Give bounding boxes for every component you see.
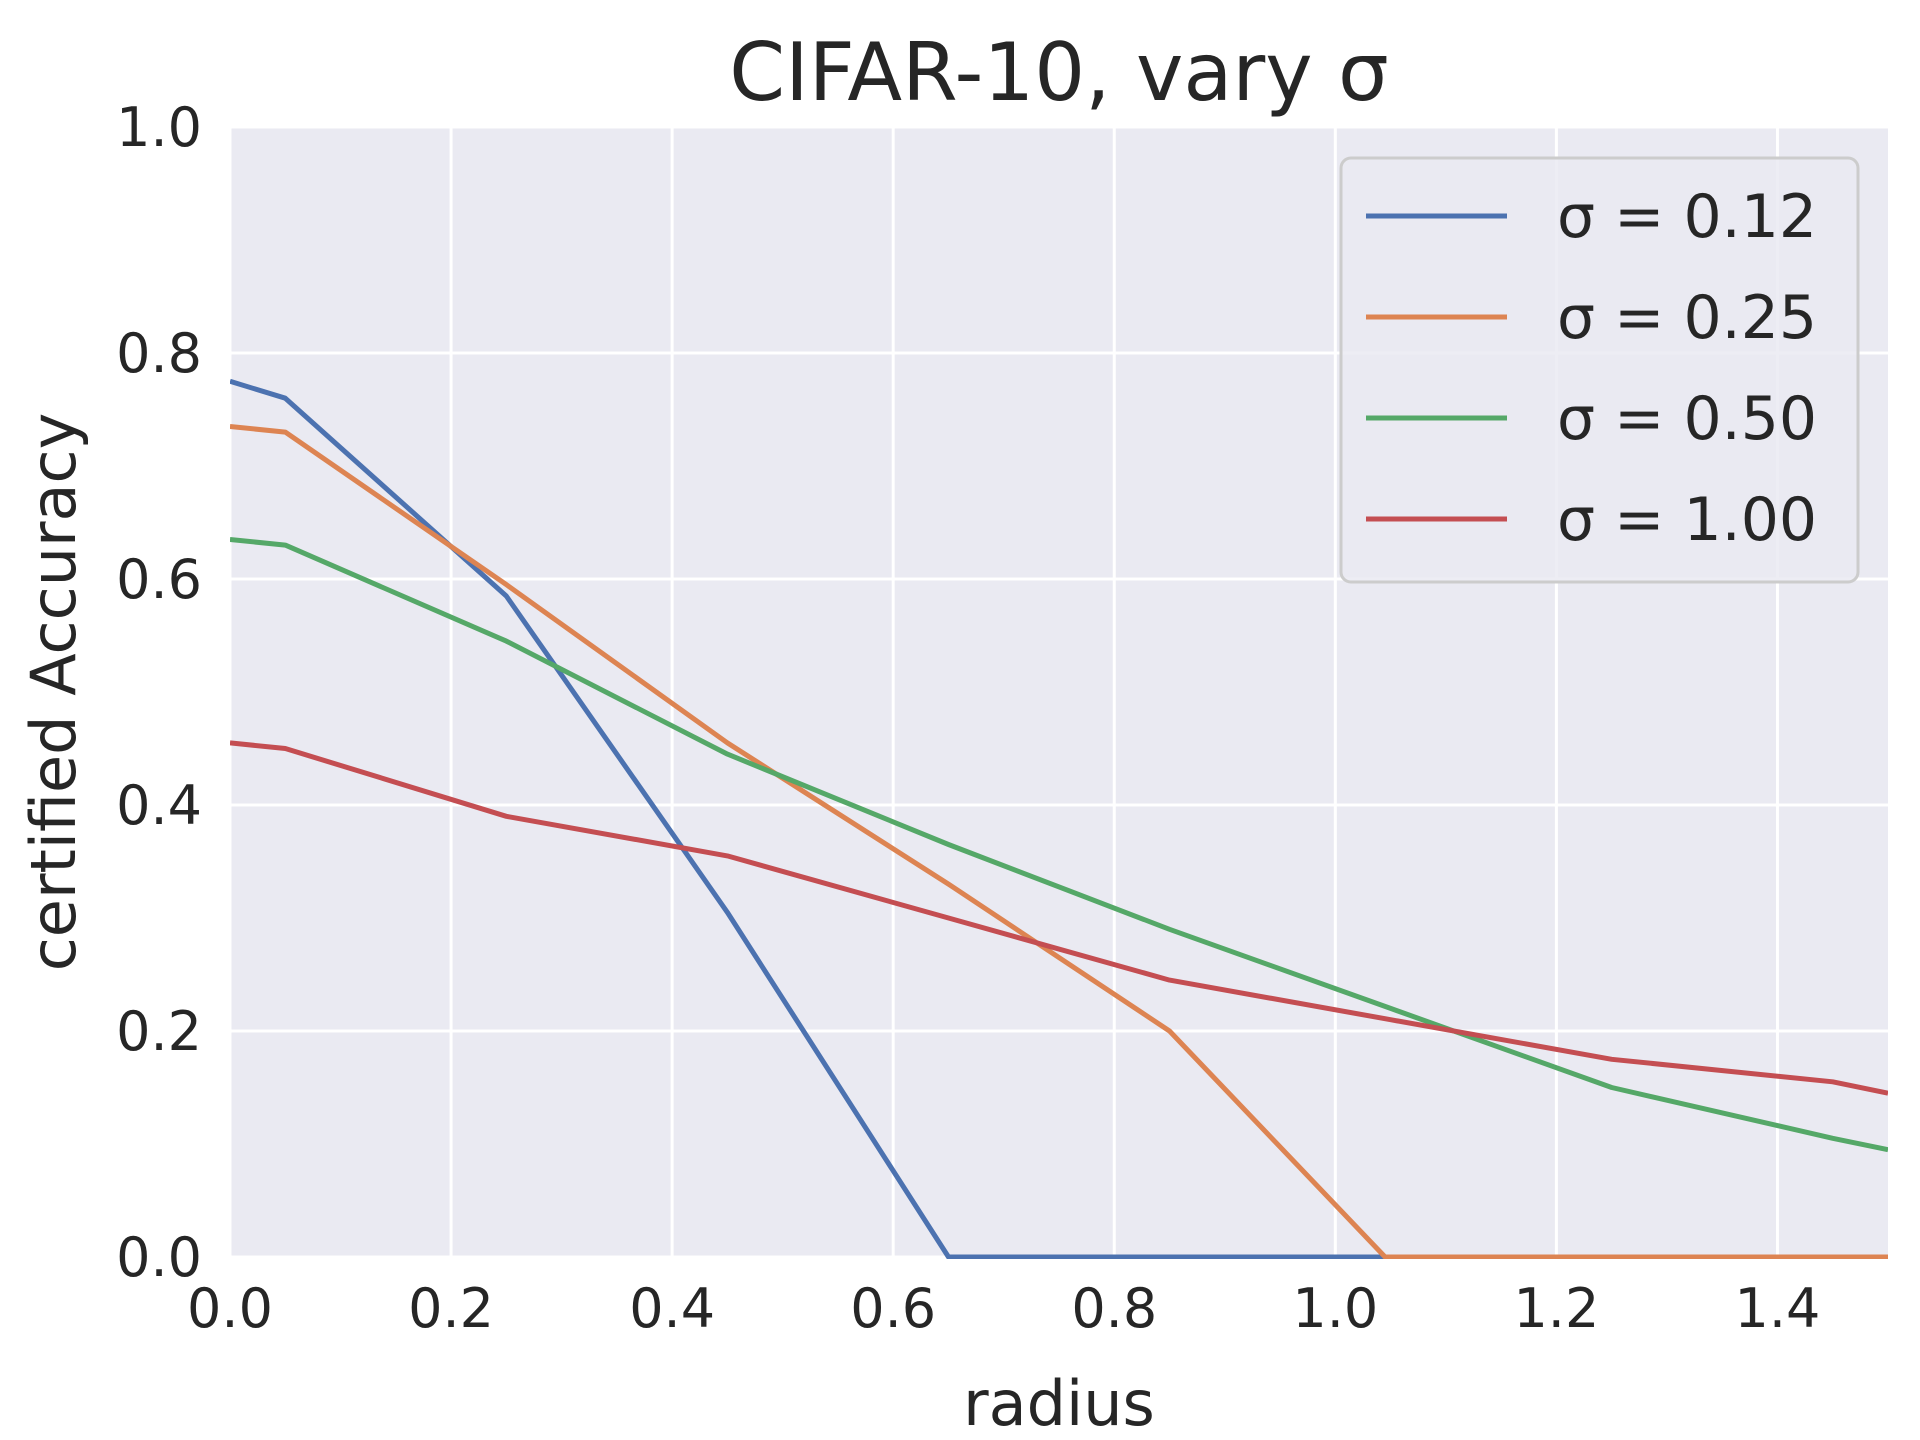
legend-label-1: σ = 0.12 [1557, 182, 1817, 252]
series-line-3 [230, 537, 1888, 1153]
legend-label-2: σ = 0.25 [1557, 283, 1817, 353]
y-tick-label: 0.0 [116, 1226, 202, 1289]
x-axis-label: radius [963, 1367, 1155, 1440]
series-line-2 [230, 424, 1888, 1259]
y-axis-label: certified Accuracy [17, 413, 90, 972]
y-tick-label: 0.2 [116, 1000, 202, 1063]
y-tick-label: 0.4 [116, 774, 202, 837]
x-tick-label: 0.6 [850, 1277, 936, 1340]
x-tick-label: 1.2 [1513, 1277, 1599, 1340]
x-tick-label: 1.0 [1292, 1277, 1378, 1340]
x-tick-label: 1.4 [1735, 1277, 1821, 1340]
y-tick-label: 0.6 [116, 548, 202, 611]
y-tick-label: 0.8 [116, 322, 202, 385]
legend-label-4: σ = 1.00 [1557, 485, 1817, 555]
x-tick-label: 0.4 [629, 1277, 715, 1340]
chart-title: CIFAR-10, vary σ [729, 26, 1388, 119]
x-tick-label: 0.8 [1071, 1277, 1157, 1340]
legend-label-3: σ = 0.50 [1557, 384, 1817, 454]
legend-box [1339, 156, 1860, 584]
x-tick-label: 0.2 [408, 1277, 494, 1340]
ticks: 0.0 0.2 0.4 0.6 0.8 1.0 1.2 1.4 0.0 0.2 0.4 0.6 0.8 1… [116, 96, 1820, 1340]
x-tick-label: 0.0 [187, 1277, 273, 1340]
series-layer [230, 378, 1888, 1259]
y-tick-label: 1.0 [116, 96, 202, 159]
series-line-4 [230, 740, 1888, 1096]
legend: σ = 0.12 σ = 0.25 σ = 0.50 σ = 1.00 [1339, 156, 1860, 584]
